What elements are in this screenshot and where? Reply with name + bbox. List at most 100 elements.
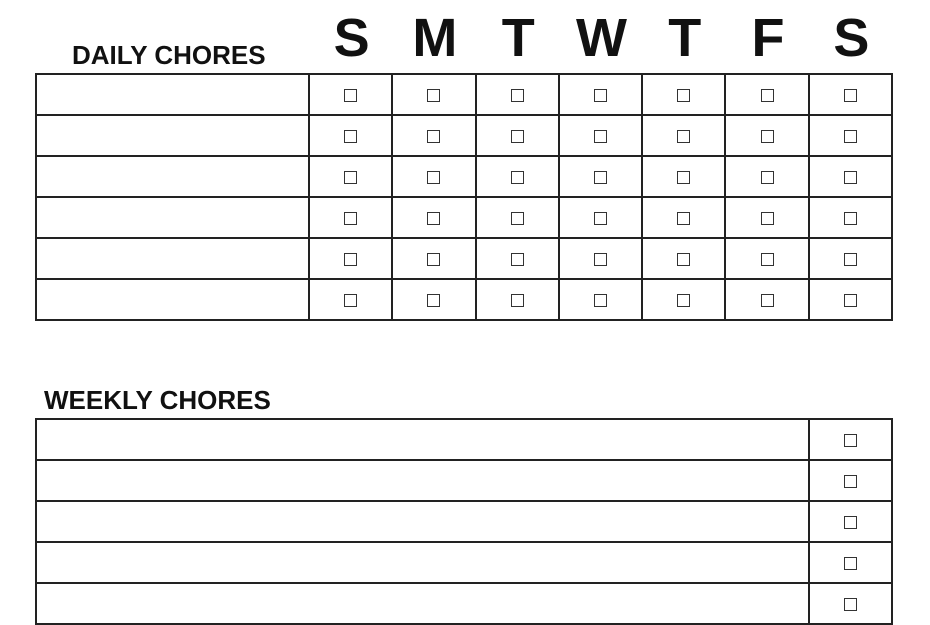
chore-name-cell[interactable] — [35, 73, 310, 116]
day-check-cell[interactable] — [474, 114, 560, 157]
day-check-cell[interactable] — [474, 73, 560, 116]
checkbox-icon[interactable] — [344, 171, 358, 185]
day-check-cell[interactable] — [474, 237, 560, 280]
checkbox-icon[interactable] — [844, 598, 857, 612]
week-check-cell[interactable] — [808, 459, 893, 502]
checkbox-icon[interactable] — [843, 130, 857, 144]
day-check-cell[interactable] — [391, 237, 477, 280]
day-check-cell[interactable] — [641, 73, 727, 116]
checkbox-icon[interactable] — [677, 212, 691, 226]
checkbox-icon[interactable] — [843, 212, 857, 226]
checkbox-icon[interactable] — [760, 212, 774, 226]
checkbox-icon[interactable] — [843, 171, 857, 185]
checkbox-icon[interactable] — [427, 253, 441, 267]
chore-name-cell[interactable] — [35, 237, 310, 280]
checkbox-icon[interactable] — [593, 253, 607, 267]
day-check-cell[interactable] — [641, 196, 727, 239]
checkbox-icon[interactable] — [677, 294, 691, 308]
week-check-cell[interactable] — [808, 582, 893, 625]
checkbox-icon[interactable] — [760, 89, 774, 103]
day-check-cell[interactable] — [724, 237, 810, 280]
day-check-cell[interactable] — [557, 155, 644, 198]
day-check-cell[interactable] — [474, 155, 560, 198]
checkbox-icon[interactable] — [593, 89, 607, 103]
day-check-cell[interactable] — [641, 114, 727, 157]
day-check-cell[interactable] — [391, 196, 477, 239]
day-check-cell[interactable] — [391, 278, 477, 321]
day-check-cell[interactable] — [391, 114, 477, 157]
checkbox-icon[interactable] — [593, 171, 607, 185]
day-check-cell[interactable] — [724, 73, 810, 116]
checkbox-icon[interactable] — [427, 212, 441, 226]
checkbox-icon[interactable] — [427, 171, 441, 185]
week-check-cell[interactable] — [808, 418, 893, 461]
week-check-cell[interactable] — [808, 541, 893, 584]
day-check-cell[interactable] — [807, 237, 894, 280]
day-check-cell[interactable] — [807, 114, 894, 157]
day-check-cell[interactable] — [724, 155, 810, 198]
chore-name-cell[interactable] — [35, 114, 310, 157]
chore-name-cell[interactable] — [35, 278, 310, 321]
day-check-cell[interactable] — [807, 278, 894, 321]
checkbox-icon[interactable] — [844, 557, 857, 571]
checkbox-icon[interactable] — [427, 130, 441, 144]
checkbox-icon[interactable] — [427, 89, 441, 103]
day-check-cell[interactable] — [391, 155, 477, 198]
checkbox-icon[interactable] — [344, 130, 358, 144]
day-check-cell[interactable] — [557, 73, 644, 116]
day-check-cell[interactable] — [391, 73, 477, 116]
checkbox-icon[interactable] — [344, 253, 358, 267]
checkbox-icon[interactable] — [344, 89, 358, 103]
day-check-cell[interactable] — [641, 278, 727, 321]
checkbox-icon[interactable] — [510, 212, 524, 226]
day-check-cell[interactable] — [641, 155, 727, 198]
chore-name-cell[interactable] — [35, 196, 310, 239]
checkbox-icon[interactable] — [844, 434, 857, 448]
day-check-cell[interactable] — [307, 278, 394, 321]
day-check-cell[interactable] — [724, 196, 810, 239]
day-check-cell[interactable] — [307, 114, 394, 157]
chore-name-cell[interactable] — [35, 582, 810, 625]
checkbox-icon[interactable] — [510, 89, 524, 103]
checkbox-icon[interactable] — [510, 253, 524, 267]
day-check-cell[interactable] — [557, 196, 644, 239]
day-check-cell[interactable] — [807, 196, 894, 239]
checkbox-icon[interactable] — [844, 516, 857, 530]
week-check-cell[interactable] — [808, 500, 893, 543]
checkbox-icon[interactable] — [677, 130, 691, 144]
day-check-cell[interactable] — [724, 114, 810, 157]
chore-name-cell[interactable] — [35, 418, 810, 461]
checkbox-icon[interactable] — [760, 130, 774, 144]
day-check-cell[interactable] — [724, 278, 810, 321]
chore-name-cell[interactable] — [35, 459, 810, 502]
day-check-cell[interactable] — [474, 278, 560, 321]
day-check-cell[interactable] — [474, 196, 560, 239]
day-check-cell[interactable] — [641, 237, 727, 280]
checkbox-icon[interactable] — [427, 294, 441, 308]
checkbox-icon[interactable] — [510, 130, 524, 144]
checkbox-icon[interactable] — [760, 253, 774, 267]
checkbox-icon[interactable] — [344, 212, 358, 226]
day-check-cell[interactable] — [557, 278, 644, 321]
checkbox-icon[interactable] — [593, 212, 607, 226]
chore-name-cell[interactable] — [35, 500, 810, 543]
checkbox-icon[interactable] — [593, 294, 607, 308]
checkbox-icon[interactable] — [760, 171, 774, 185]
checkbox-icon[interactable] — [843, 253, 857, 267]
checkbox-icon[interactable] — [344, 294, 358, 308]
checkbox-icon[interactable] — [677, 171, 691, 185]
checkbox-icon[interactable] — [677, 89, 691, 103]
checkbox-icon[interactable] — [677, 253, 691, 267]
checkbox-icon[interactable] — [843, 294, 857, 308]
checkbox-icon[interactable] — [760, 294, 774, 308]
day-check-cell[interactable] — [557, 237, 644, 280]
checkbox-icon[interactable] — [844, 475, 857, 489]
checkbox-icon[interactable] — [593, 130, 607, 144]
checkbox-icon[interactable] — [510, 171, 524, 185]
checkbox-icon[interactable] — [510, 294, 524, 308]
day-check-cell[interactable] — [807, 155, 894, 198]
day-check-cell[interactable] — [307, 196, 394, 239]
day-check-cell[interactable] — [307, 237, 394, 280]
day-check-cell[interactable] — [307, 73, 394, 116]
day-check-cell[interactable] — [557, 114, 644, 157]
